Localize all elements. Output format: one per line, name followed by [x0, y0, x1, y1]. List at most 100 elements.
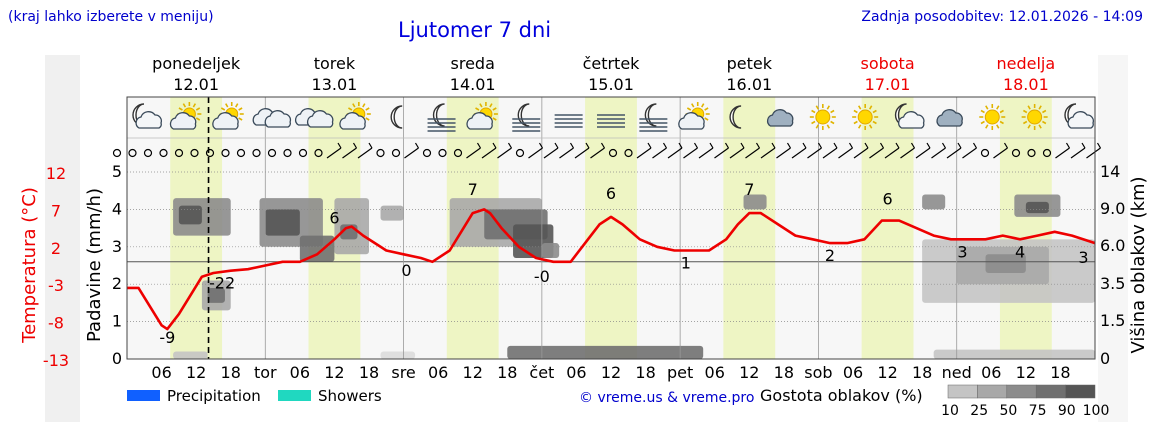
- sun-ray: [1027, 124, 1031, 129]
- wind-calm-mark: [1042, 148, 1052, 158]
- wind-barb-tick: [600, 142, 606, 149]
- sun-ray: [1038, 124, 1042, 129]
- sun-ray: [999, 120, 1004, 125]
- wind-barb: [481, 147, 497, 159]
- sun-ray: [352, 103, 356, 108]
- wind-barb: [962, 147, 977, 159]
- wind-barb: [838, 147, 853, 159]
- credit-text: © vreme.us & vreme.pro: [579, 390, 754, 406]
- sun-ray: [479, 103, 483, 108]
- day-abbr-label: pet: [667, 363, 693, 382]
- wind-barb: [466, 147, 481, 159]
- wind-barb-tick: [957, 142, 962, 149]
- temperature-label: 7: [744, 180, 754, 199]
- day-abbr-label: ned: [942, 363, 972, 382]
- cloud-block: [922, 194, 946, 210]
- cloud-block: [541, 243, 560, 259]
- temperature-label: -0: [534, 267, 550, 286]
- sun-ray: [872, 120, 877, 125]
- cloud-density-level: 50: [999, 403, 1017, 419]
- hour-tick-label: 12: [324, 363, 344, 382]
- precip-tick-label: 0: [112, 349, 122, 368]
- wind-barb: [776, 147, 791, 159]
- day-name: petek: [727, 54, 773, 73]
- hour-tick-label: 12: [739, 363, 759, 382]
- cloud-icon: [169, 112, 197, 130]
- cloud-icon: [936, 109, 963, 127]
- hour-tick-label: 12: [601, 363, 621, 382]
- hour-tick-label: 06: [428, 363, 448, 382]
- cloud-block: [933, 349, 1095, 359]
- hour-tick-label: 12: [186, 363, 206, 382]
- cloud-icon: [898, 111, 925, 129]
- cloud-icon: [306, 110, 334, 128]
- sun-ray: [815, 105, 820, 110]
- wind-barb-tick: [802, 142, 807, 149]
- hour-tick-label: 18: [912, 363, 932, 382]
- wind-barb-tick: [941, 142, 947, 149]
- wind-barb: [683, 147, 698, 159]
- cloud-density-swatch: [977, 384, 1008, 399]
- menu-hint[interactable]: (kraj lahko izberete v meniju): [8, 9, 214, 25]
- day-name: nedelja: [997, 54, 1056, 73]
- day-name: sobota: [860, 54, 914, 73]
- wind-barb-tick: [1081, 142, 1086, 149]
- wind-barb-tick: [724, 142, 730, 149]
- wind-calm-mark: [624, 148, 633, 158]
- sun-icon: [815, 109, 831, 125]
- hour-tick-label: 06: [705, 363, 725, 382]
- showers-legend-label: Showers: [318, 387, 382, 405]
- temperature-line: [127, 208, 1096, 331]
- wind-barb: [822, 147, 838, 159]
- wind-barb: [729, 147, 745, 159]
- temp-tick-label: 12: [46, 164, 66, 183]
- cloud-icon: [135, 111, 162, 129]
- wind-barb-tick: [337, 142, 342, 149]
- sun-ray: [996, 124, 1000, 129]
- wind-barb-tick: [910, 142, 916, 149]
- sun-ray: [853, 120, 858, 125]
- precip-tick-label: 1: [112, 312, 122, 331]
- sun-ray: [1042, 109, 1047, 114]
- cloud-density-swatch: [1035, 384, 1066, 399]
- cloud-block: [743, 194, 767, 210]
- wind-barb: [528, 147, 543, 159]
- day-name: torek: [314, 54, 356, 73]
- cloud-density-level: 25: [970, 403, 988, 419]
- wind-barb: [993, 147, 1008, 159]
- sun-ray: [996, 105, 1000, 110]
- wind-barb: [1055, 147, 1070, 159]
- wind-barb: [853, 147, 869, 159]
- wind-barb: [574, 147, 590, 159]
- cloud-height-tick-label: 3.5: [1100, 274, 1125, 293]
- sun-ray: [362, 103, 366, 108]
- day-date: 12.01: [173, 75, 219, 94]
- sun-ray: [826, 124, 831, 129]
- sun-ray: [492, 117, 497, 121]
- plot-border: [126, 96, 1096, 360]
- moon-icon: [432, 103, 445, 127]
- wind-barb: [946, 147, 962, 159]
- weather-icons: [132, 102, 1094, 132]
- temperature-label: 7: [468, 180, 478, 199]
- wind-barb-tick: [972, 142, 978, 149]
- cloud-block: [507, 345, 704, 359]
- wind-calm-mark: [221, 148, 230, 158]
- sun-ray: [195, 107, 201, 111]
- cloud-block: [178, 205, 202, 225]
- cloud-icon: [264, 110, 292, 128]
- cloud-density-level: 100: [1083, 403, 1110, 419]
- day-headers: ponedeljek 12.01 torek 13.01 sreda 14.01 četrt…: [152, 54, 1055, 94]
- precipitation-legend-label: Precipitation: [167, 387, 261, 405]
- sun-ray: [1022, 120, 1028, 125]
- cloud-icon: [466, 112, 493, 130]
- hour-tick-label: 18: [635, 363, 655, 382]
- wind-barb-tick: [538, 142, 544, 149]
- day-abbr-label: sre: [391, 363, 415, 382]
- wind-calm-mark: [515, 148, 525, 158]
- wind-barb: [915, 147, 931, 159]
- wind-barb-tick: [1096, 142, 1102, 149]
- cloud-icon: [678, 112, 705, 130]
- wind-barb-tick: [1003, 142, 1009, 149]
- cloud-icon: [339, 112, 366, 130]
